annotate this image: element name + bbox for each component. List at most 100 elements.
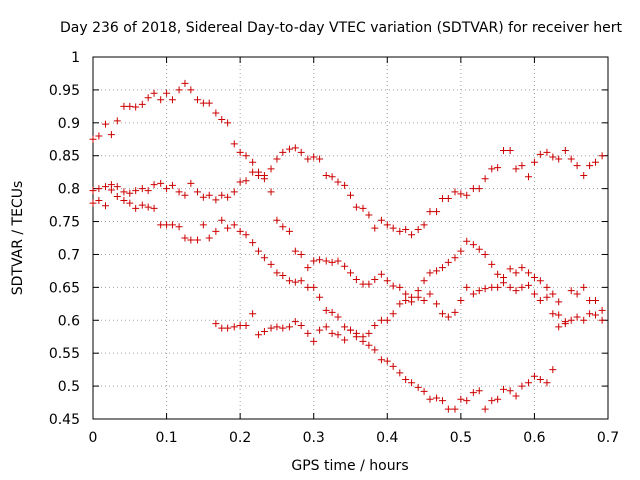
data-point [126, 102, 134, 110]
data-point [144, 203, 152, 211]
data-point [561, 146, 569, 154]
data-point [260, 327, 268, 335]
data-point [573, 290, 581, 298]
data-point [580, 283, 588, 291]
y-tick-label: 0.9 [58, 116, 80, 132]
data-point [543, 379, 551, 387]
data-point [334, 313, 342, 321]
data-point [230, 221, 238, 229]
data-point [371, 346, 379, 354]
data-point [444, 405, 452, 413]
data-point [150, 89, 158, 97]
data-point [414, 383, 422, 391]
data-point [451, 405, 459, 413]
data-point [488, 283, 496, 291]
data-point [555, 298, 563, 306]
data-point [95, 185, 103, 193]
data-point [279, 272, 287, 280]
data-point [359, 333, 367, 341]
data-point [420, 277, 428, 285]
data-point [402, 290, 410, 298]
data-point [352, 203, 360, 211]
data-point [396, 369, 404, 377]
data-point [168, 181, 176, 189]
data-point [402, 297, 410, 305]
data-point [433, 394, 441, 402]
data-point [494, 283, 502, 291]
data-point [481, 175, 489, 183]
data-point [267, 188, 275, 196]
data-point [408, 231, 416, 239]
data-point [433, 267, 441, 275]
x-tick-label: 0.5 [450, 430, 472, 446]
data-point [408, 379, 416, 387]
data-point [310, 283, 318, 291]
data-point [536, 277, 544, 285]
data-point [389, 282, 397, 290]
plot-frame [92, 56, 609, 420]
data-point [113, 193, 121, 201]
data-point [212, 196, 220, 204]
data-point [347, 269, 354, 277]
x-tick-label: 0.2 [229, 430, 251, 446]
data-point [488, 260, 496, 268]
data-point [426, 395, 434, 403]
data-point [469, 185, 477, 193]
data-point [322, 257, 330, 265]
data-point [555, 323, 563, 331]
data-point [163, 185, 171, 193]
data-point [488, 397, 496, 405]
data-point [310, 337, 318, 345]
data-point [457, 395, 465, 403]
data-point [500, 273, 508, 281]
data-point [175, 86, 183, 94]
data-point [230, 140, 238, 148]
data-point [120, 188, 128, 196]
data-point [414, 293, 422, 301]
data-point [260, 175, 268, 183]
data-point [396, 227, 404, 235]
data-point [168, 221, 176, 229]
chart-title: Day 236 of 2018, Sidereal Day-to-day VTE… [60, 20, 622, 36]
data-point [530, 290, 538, 298]
data-point [175, 223, 183, 231]
data-point [481, 250, 489, 258]
data-point [580, 316, 588, 324]
data-point [193, 96, 201, 104]
data-point [157, 221, 165, 229]
data-point [322, 323, 330, 331]
data-point [573, 162, 581, 170]
data-point [341, 262, 349, 270]
data-point [420, 221, 428, 229]
data-point [494, 270, 502, 278]
data-point [506, 146, 514, 154]
data-point [267, 165, 275, 173]
data-point [352, 329, 360, 337]
data-point [365, 329, 373, 337]
data-point [543, 293, 551, 301]
data-point [451, 188, 459, 196]
data-point [236, 148, 244, 156]
data-point [255, 171, 263, 179]
data-point [463, 191, 471, 199]
data-point [377, 356, 385, 364]
data-point [144, 187, 152, 195]
data-point [260, 254, 268, 262]
data-point [549, 310, 557, 318]
data-point [181, 79, 189, 87]
data-point [304, 155, 312, 163]
data-point [230, 188, 238, 196]
data-point [132, 187, 140, 195]
data-point [310, 257, 318, 265]
data-point [218, 324, 226, 332]
data-point [525, 281, 533, 289]
data-point [132, 204, 140, 212]
series-4 [212, 237, 563, 345]
data-point [567, 316, 575, 324]
data-point [383, 221, 391, 229]
series-1 [89, 79, 606, 239]
data-point [494, 164, 502, 172]
data-point [525, 269, 533, 277]
y-tick-label: 0.65 [49, 280, 80, 296]
x-tick-label: 0.4 [376, 430, 398, 446]
